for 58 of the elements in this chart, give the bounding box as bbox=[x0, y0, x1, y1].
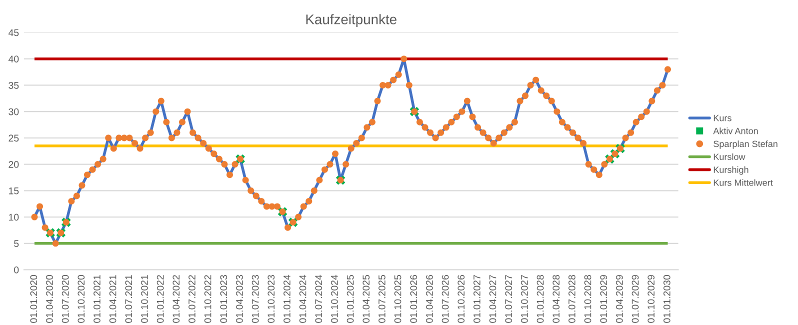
x-tick-label: 01.04.2021 bbox=[109, 275, 116, 323]
y-tick-label: 10 bbox=[9, 214, 19, 221]
x-tick-label: 01.07.2020 bbox=[62, 274, 69, 323]
y-tick-label: 35 bbox=[8, 82, 19, 89]
x-tick-label: 01.10.2026 bbox=[458, 275, 465, 323]
x-tick-label: 01.01.2021 bbox=[94, 275, 100, 323]
x-tick-label: 01.01.2023 bbox=[220, 275, 228, 323]
y-tick-label: 30 bbox=[8, 108, 19, 116]
x-tick-label: 01.07.2027 bbox=[505, 275, 512, 323]
legend-label: Kurs bbox=[714, 114, 732, 122]
x-tick-label: 01.01.2029 bbox=[600, 275, 608, 323]
x-tick-label: 01.01.2027 bbox=[473, 275, 480, 323]
x-tick-label: 01.10.2029 bbox=[648, 275, 655, 323]
x-tick-label: 01.04.2023 bbox=[236, 275, 243, 323]
x-tick-label: 01.01.2020 bbox=[30, 274, 38, 323]
x-tick-label: 01.04.2025 bbox=[362, 275, 370, 323]
y-tick-label: 20 bbox=[8, 161, 19, 168]
legend-label: Aktiv Anton bbox=[713, 128, 758, 134]
x-tick-label: 01.10.2025 bbox=[394, 275, 402, 323]
x-tick-label: 01.01.2030 bbox=[663, 274, 670, 323]
x-tick-label: 01.10.2023 bbox=[268, 275, 275, 323]
x-tick-label: 01.01.2026 bbox=[410, 275, 418, 323]
x-tick-label: 01.07.2026 bbox=[442, 275, 449, 323]
x-tick-label: 01.10.2021 bbox=[141, 275, 148, 323]
x-tick-label: 01.07.2028 bbox=[568, 275, 576, 323]
x-tick-label: 01.10.2028 bbox=[584, 275, 592, 323]
y-tick-label: 45 bbox=[8, 29, 19, 36]
y-tick-label: 15 bbox=[9, 188, 19, 194]
x-tick-label: 01.01.2024 bbox=[284, 274, 290, 323]
x-tick-label: 01.07.2021 bbox=[125, 275, 132, 323]
x-tick-label: 01.04.2022 bbox=[172, 275, 180, 323]
x-tick-label: 01.10.2027 bbox=[520, 275, 528, 323]
legend-label: Kurslow bbox=[714, 153, 746, 160]
x-tick-label: 01.10.2020 bbox=[78, 274, 85, 323]
y-tick-label: 5 bbox=[14, 240, 19, 248]
x-tick-label: 01.10.2022 bbox=[204, 275, 212, 323]
x-tick-label: 01.04.2029 bbox=[616, 275, 623, 323]
x-tick-label: 01.04.2024 bbox=[299, 274, 306, 323]
x-tick-label: 01.07.2029 bbox=[632, 275, 639, 323]
legend-label: Kurs Mittelwert bbox=[714, 179, 773, 186]
chart-title: Kaufzeitpunkte bbox=[306, 14, 396, 28]
x-tick-label: 01.04.2027 bbox=[489, 275, 496, 323]
legend-label: Sparplan Stefan bbox=[714, 140, 778, 149]
y-tick-label: 25 bbox=[8, 134, 19, 142]
x-tick-label: 01.01.2022 bbox=[156, 275, 164, 323]
x-tick-label: 01.01.2028 bbox=[536, 275, 544, 323]
x-tick-label: 01.07.2022 bbox=[188, 275, 196, 323]
x-tick-label: 01.07.2023 bbox=[252, 275, 259, 323]
x-tick-label: 01.07.2024 bbox=[315, 274, 322, 323]
legend-label: Kurshigh bbox=[714, 166, 748, 175]
x-tick-label: 01.04.2028 bbox=[552, 275, 560, 323]
x-tick-label: 01.10.2024 bbox=[331, 274, 338, 323]
y-tick-label: 0 bbox=[14, 266, 19, 274]
x-tick-label: 01.04.2026 bbox=[426, 275, 433, 323]
x-tick-label: 01.01.2025 bbox=[346, 275, 354, 323]
x-tick-label: 01.04.2020 bbox=[46, 274, 53, 323]
y-tick-label: 40 bbox=[8, 56, 19, 62]
x-tick-label: 01.07.2025 bbox=[378, 275, 386, 323]
